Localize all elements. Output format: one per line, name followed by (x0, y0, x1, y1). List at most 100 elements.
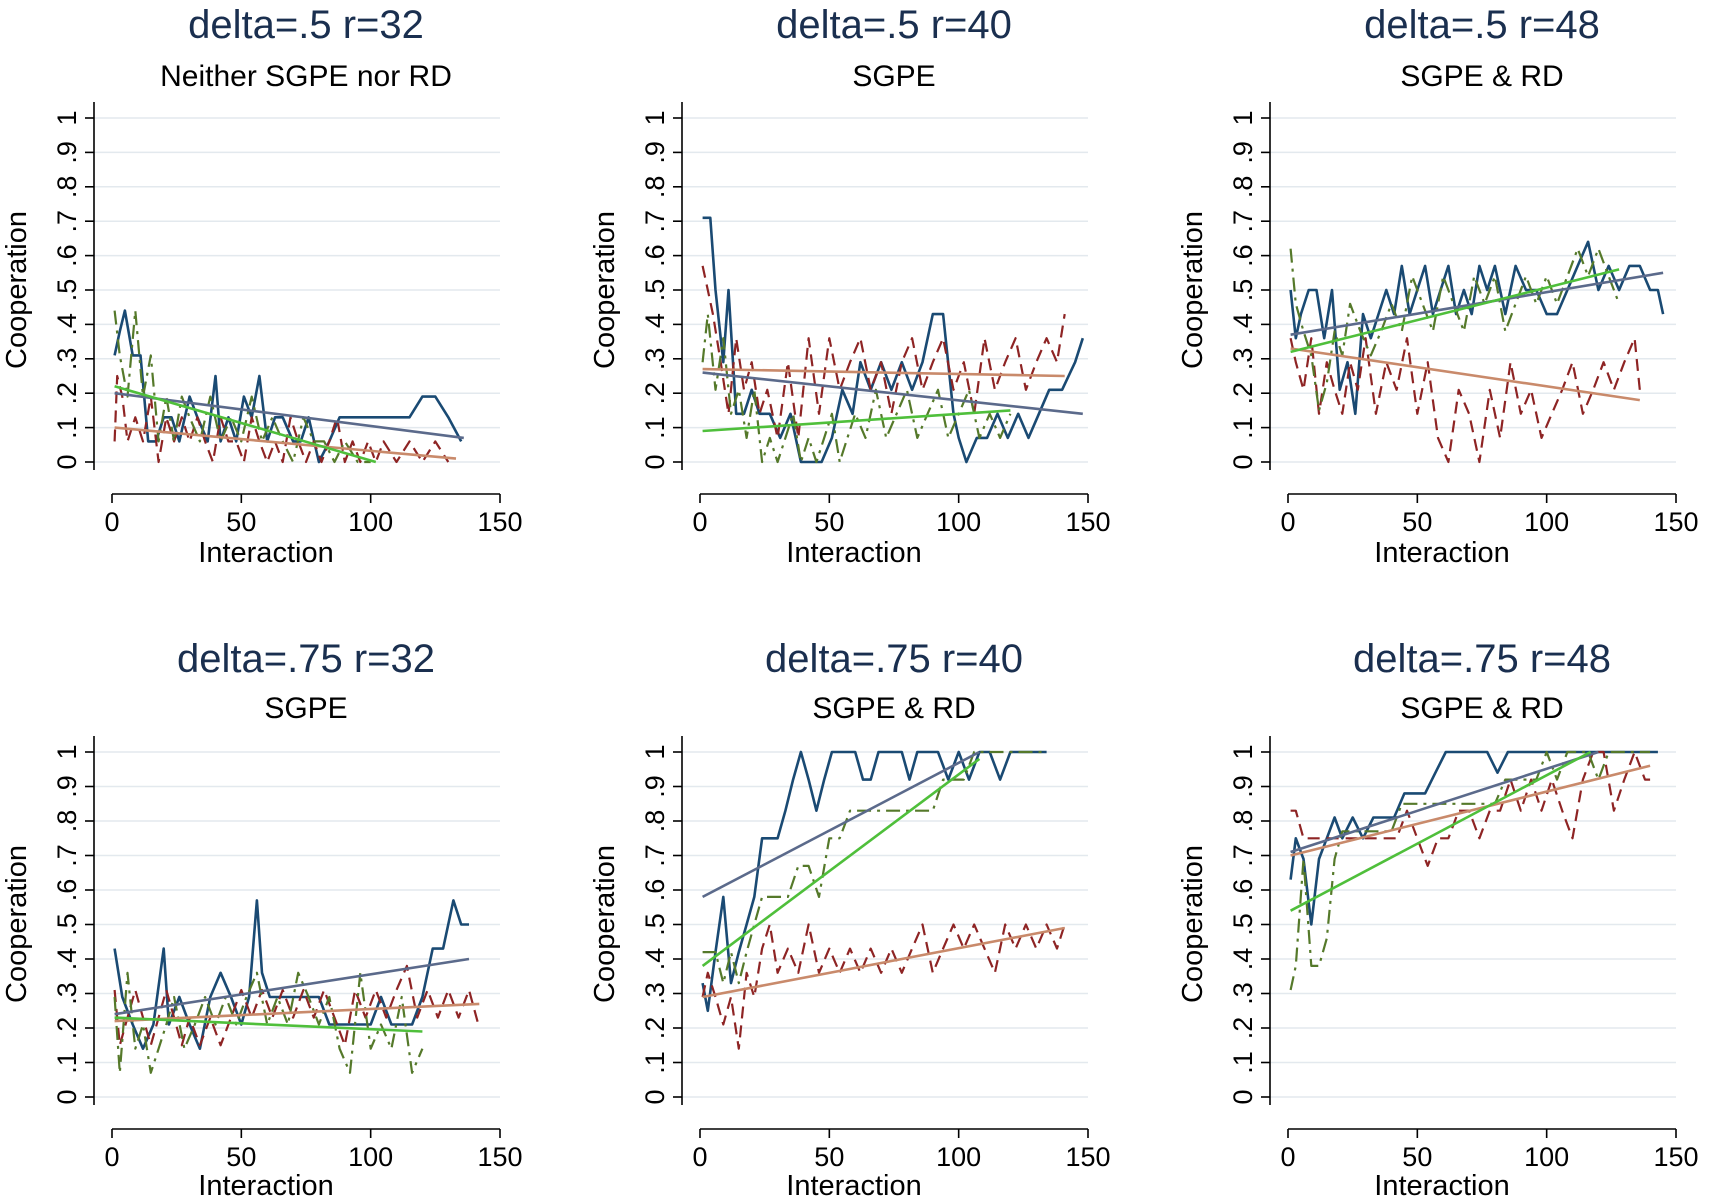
y-tick-label: 0 (640, 1089, 670, 1104)
y-axis-label: Cooperation (1177, 845, 1209, 1003)
y-tick-label: .1 (640, 1051, 670, 1074)
x-tick-label: 100 (1524, 507, 1569, 537)
y-tick-label: .1 (52, 416, 82, 439)
x-tick-label: 50 (1402, 507, 1432, 537)
x-tick-label: 50 (814, 507, 844, 537)
series-line-fit-dashdot (114, 1016, 423, 1033)
x-tick-label: 100 (936, 1142, 981, 1172)
y-tick-label: 0 (52, 454, 82, 469)
series-line-fit-dashdot (1290, 268, 1620, 354)
y-axis-label: Cooperation (1, 211, 33, 369)
x-axis-label: Interaction (1374, 537, 1509, 569)
series-line-dashdot (1289, 750, 1651, 991)
chart-subtitle: SGPE (264, 692, 347, 725)
y-tick-label: .3 (52, 982, 82, 1005)
x-tick-label: 0 (692, 1142, 707, 1172)
y-tick-label: .6 (640, 244, 670, 267)
chart-panel-6: delta=.75 r=48 SGPE & RD 0 .1 .2 .3 .4 .5 .6 .7 .8… (1177, 637, 1699, 1197)
x-tick-label: 0 (1280, 507, 1295, 537)
chart-subtitle: Neither SGPE nor RD (160, 60, 452, 93)
series-line-dashdot (702, 750, 1047, 985)
series-line-dashdot (1289, 247, 1621, 412)
x-tick-label: 100 (936, 507, 981, 537)
series-line-dashed (113, 374, 450, 464)
series-line-dashdot (113, 971, 424, 1074)
y-tick-label: .3 (52, 348, 82, 371)
y-tick-label: 1 (52, 110, 82, 125)
x-tick-label: 0 (104, 1142, 119, 1172)
y-tick-label: .2 (1228, 1017, 1258, 1040)
y-tick-label: .9 (640, 141, 670, 164)
y-tick-label: .8 (52, 176, 82, 199)
y-tick-label: .3 (640, 982, 670, 1005)
series-line-fit-solid (114, 391, 464, 440)
y-tick-label: .5 (52, 913, 82, 936)
chart-subtitle: SGPE & RD (1400, 692, 1563, 725)
series-line-solid (113, 309, 463, 464)
chart-title: delta=.5 r=40 (776, 3, 1012, 47)
chart-title: delta=.5 r=32 (188, 3, 424, 47)
y-tick-label: .9 (52, 775, 82, 798)
series-line-fit-dashdot (702, 409, 1011, 433)
chart-subtitle: SGPE (852, 60, 935, 93)
series-line-fit-solid (114, 957, 470, 1016)
x-tick-label: 50 (814, 1142, 844, 1172)
x-axis-label: Interaction (786, 537, 921, 569)
y-tick-label: 1 (1228, 110, 1258, 125)
y-tick-label: .9 (1228, 141, 1258, 164)
series-line-fit-dashed (1290, 347, 1640, 402)
y-tick-label: .1 (52, 1051, 82, 1074)
chart-panel-4: delta=.75 r=32 SGPE 0 .1 .2 .3 .4 .5 .6 .7 .8 .9 1 0 5… (1, 637, 523, 1197)
y-tick-label: .5 (640, 913, 670, 936)
y-tick-label: 0 (1228, 454, 1258, 469)
series-line-dashed (113, 964, 481, 1047)
chart-panel-3: delta=.5 r=48 SGPE & RD 0 .1 .2 .3 .4 .5 .6 .7 .8.… (1177, 3, 1699, 569)
x-axis-label: Interaction (786, 1170, 921, 1197)
y-tick-label: 0 (1228, 1089, 1258, 1104)
y-tick-label: .9 (640, 775, 670, 798)
y-tick-label: .2 (640, 1017, 670, 1040)
y-tick-label: .6 (640, 879, 670, 902)
y-tick-label: .4 (640, 948, 670, 971)
y-tick-label: .4 (1228, 313, 1258, 336)
y-tick-label: .2 (640, 382, 670, 405)
x-tick-label: 150 (1653, 1142, 1698, 1172)
series-line-fit-dashed (702, 367, 1065, 378)
series-line-fit-dashdot (701, 757, 981, 967)
series-line-dashed (701, 265, 1066, 439)
x-tick-label: 150 (1065, 1142, 1110, 1172)
series-line-fit-dashed (114, 1002, 480, 1023)
y-tick-label: 0 (640, 454, 670, 469)
y-tick-label: .5 (640, 279, 670, 302)
y-tick-label: .8 (52, 810, 82, 833)
chart-subtitle: SGPE & RD (1400, 60, 1563, 93)
y-axis-label: Cooperation (1177, 211, 1209, 369)
y-tick-label: .7 (640, 210, 670, 233)
y-tick-label: .1 (1228, 1051, 1258, 1074)
series-line-fit-solid (701, 750, 981, 899)
series-line-fit-solid (702, 371, 1083, 416)
series-line-fit-dashed (1290, 764, 1651, 857)
series-line-dashdot (113, 309, 371, 464)
series-line-dashed (1290, 750, 1651, 868)
y-tick-label: .6 (52, 244, 82, 267)
y-tick-label: .6 (1228, 879, 1258, 902)
chart-title: delta=.5 r=48 (1364, 3, 1600, 47)
x-tick-label: 150 (477, 507, 522, 537)
series-line-solid (701, 750, 1047, 1013)
x-tick-label: 0 (692, 507, 707, 537)
y-tick-label: .6 (1228, 244, 1258, 267)
y-tick-label: .7 (52, 844, 82, 867)
series-line-fit-solid (1290, 750, 1599, 854)
y-tick-label: .2 (52, 382, 82, 405)
x-axis-label: Interaction (1374, 1170, 1509, 1197)
y-tick-label: .4 (52, 313, 82, 336)
series-line-dashed (701, 923, 1066, 1050)
y-axis-label: Cooperation (589, 845, 621, 1003)
series-line-fit-dashed (114, 426, 457, 460)
y-tick-label: .8 (1228, 176, 1258, 199)
y-tick-label: .6 (52, 879, 82, 902)
y-tick-label: .7 (1228, 210, 1258, 233)
y-tick-label: 0 (52, 1089, 82, 1104)
